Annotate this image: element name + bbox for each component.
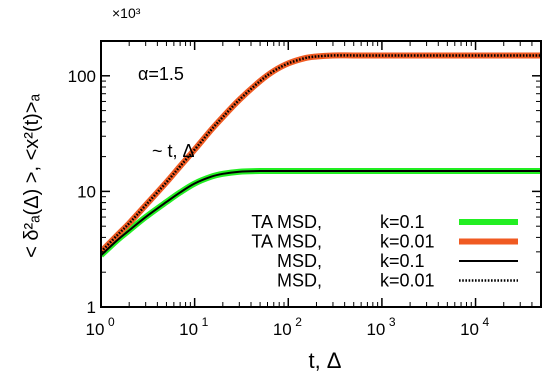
x-tick-label-2: 10 <box>273 320 292 339</box>
legend: TA MSD, k=0.1 TA MSD, k=0.01 MSD, k=0.1 MSD, k=… <box>251 212 518 291</box>
y-multiplier-label: ×10³ <box>112 5 141 21</box>
legend-param-0: k=0.1 <box>380 212 425 232</box>
y-axis-label: < δ²ₐ(Δ) >, <x²(t)>ₐ <box>21 94 43 258</box>
legend-label-2: MSD, <box>277 251 322 271</box>
legend-label-1: TA MSD, <box>251 232 322 252</box>
legend-param-1: k=0.01 <box>380 232 435 252</box>
x-tick-label-3: 10 <box>366 320 385 339</box>
x-tick-exponent-0: 0 <box>108 315 115 329</box>
x-tick-exponent-2: 2 <box>295 315 302 329</box>
x-axis-label: t, Δ <box>308 348 341 373</box>
legend-param-3: k=0.01 <box>380 271 435 291</box>
plot-frame <box>100 40 542 308</box>
x-tick-label-0: 10 <box>86 320 105 339</box>
legend-label-0: TA MSD, <box>251 212 322 232</box>
y-tick-label-2: 100 <box>68 67 96 86</box>
x-tick-exponent-4: 4 <box>483 315 490 329</box>
x-tick-exponent-3: 3 <box>389 315 396 329</box>
annotation-alpha: α=1.5 <box>138 64 184 84</box>
x-tick-label-4: 10 <box>460 320 479 339</box>
y-tick-label-0: 1 <box>87 298 96 317</box>
legend-label-3: MSD, <box>277 271 322 291</box>
series-line-2 <box>101 169 541 257</box>
x-tick-exponent-1: 1 <box>202 315 209 329</box>
series-line-3 <box>101 54 541 253</box>
legend-param-2: k=0.1 <box>380 251 425 271</box>
y-tick-label-1: 10 <box>77 182 96 201</box>
x-tick-label-1: 10 <box>179 320 198 339</box>
series-layer <box>101 52 541 258</box>
annotation-slope: ~ t, Δ <box>152 141 195 161</box>
